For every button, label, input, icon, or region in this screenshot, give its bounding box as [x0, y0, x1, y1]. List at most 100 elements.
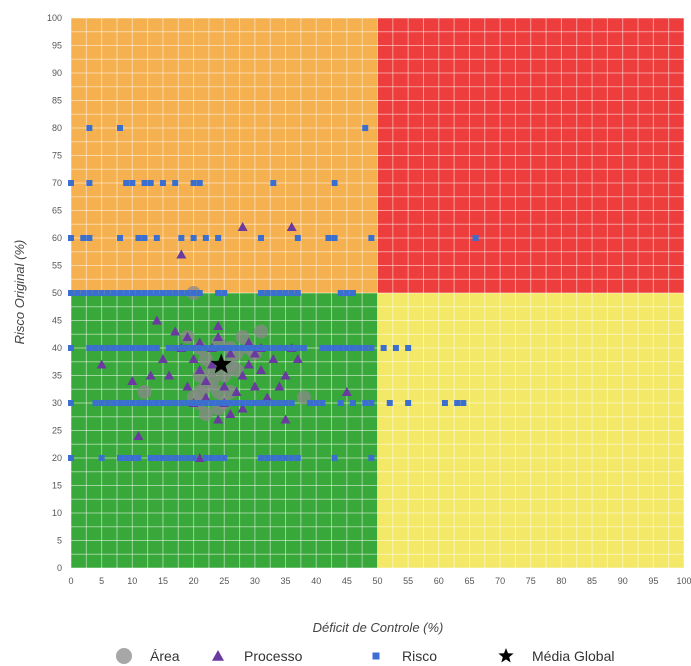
data-point [117, 290, 124, 296]
data-point [270, 180, 277, 186]
x-tick-label: 80 [556, 576, 566, 586]
data-point [129, 180, 136, 186]
data-point [153, 400, 160, 406]
data-point [198, 407, 213, 421]
data-point [147, 290, 154, 296]
data-point [245, 345, 252, 351]
data-point [454, 400, 461, 406]
data-point [325, 345, 332, 351]
data-point [368, 235, 375, 241]
data-point [133, 431, 144, 440]
data-point [147, 345, 154, 351]
x-tick-label: 5 [99, 576, 104, 586]
data-point [258, 455, 265, 461]
data-point [145, 370, 156, 380]
y-tick-label: 50 [52, 288, 62, 298]
data-point [194, 337, 205, 347]
data-point [264, 345, 271, 351]
data-point [294, 235, 301, 241]
data-point [258, 235, 265, 241]
data-point [337, 400, 344, 406]
x-tick-label: 75 [526, 576, 536, 586]
data-point [86, 345, 93, 351]
data-point [190, 455, 197, 461]
data-point [172, 455, 179, 461]
data-point [294, 455, 301, 461]
y-tick-label: 70 [52, 178, 62, 188]
data-point [276, 455, 283, 461]
data-point [192, 385, 207, 399]
data-point [135, 345, 142, 351]
data-point [264, 290, 271, 296]
data-point [159, 180, 166, 186]
data-point [262, 392, 273, 402]
data-point [233, 400, 240, 406]
data-point [68, 235, 74, 241]
data-point [325, 235, 332, 241]
y-tick-label: 100 [47, 13, 62, 23]
data-point [227, 400, 234, 406]
legend-marker [372, 652, 380, 660]
data-point [68, 180, 74, 186]
data-point [405, 400, 412, 406]
data-point [208, 455, 215, 461]
data-point [153, 235, 160, 241]
x-tick-label: 15 [158, 576, 168, 586]
data-point [196, 290, 203, 296]
data-point [196, 345, 203, 351]
x-tick-label: 55 [403, 576, 413, 586]
data-point [213, 414, 224, 424]
data-point [341, 387, 352, 396]
data-point [117, 400, 124, 406]
y-tick-label: 40 [52, 343, 62, 353]
y-tick-label: 45 [52, 316, 62, 326]
data-point [206, 359, 217, 369]
data-point [92, 345, 99, 351]
data-point [343, 290, 350, 296]
data-point [164, 370, 175, 380]
data-point [239, 400, 246, 406]
data-point [153, 345, 160, 351]
data-point [178, 345, 185, 351]
data-point [294, 290, 301, 296]
x-tick-label: 85 [587, 576, 597, 586]
data-point [129, 400, 136, 406]
x-tick-label: 40 [311, 576, 321, 586]
x-tick-label: 70 [495, 576, 505, 586]
data-point [110, 345, 117, 351]
data-point [239, 345, 246, 351]
data-point [141, 290, 148, 296]
data-point [288, 455, 295, 461]
data-point [268, 354, 279, 363]
data-point [249, 381, 260, 391]
data-point [256, 365, 267, 374]
data-point [270, 400, 277, 406]
data-point [147, 400, 154, 406]
x-tick-label: 60 [434, 576, 444, 586]
data-point [237, 403, 248, 413]
data-point [210, 353, 232, 374]
data-point [153, 290, 160, 296]
data-point [343, 345, 350, 351]
data-point [92, 290, 99, 296]
data-point [190, 290, 197, 296]
series-risco [68, 125, 479, 461]
data-point [368, 345, 375, 351]
data-point [68, 345, 74, 351]
data-point [245, 400, 252, 406]
data-point [200, 392, 211, 402]
data-point [166, 290, 173, 296]
data-point [362, 400, 369, 406]
legend-marker [212, 650, 224, 661]
data-point [258, 345, 265, 351]
data-point [294, 345, 301, 351]
data-point [215, 400, 222, 406]
data-point [117, 455, 124, 461]
x-tick-label: 20 [189, 576, 199, 586]
data-point [264, 400, 271, 406]
data-point [202, 400, 209, 406]
x-tick-label: 100 [676, 576, 691, 586]
data-point [221, 345, 228, 351]
data-point [221, 455, 228, 461]
data-point [208, 345, 215, 351]
